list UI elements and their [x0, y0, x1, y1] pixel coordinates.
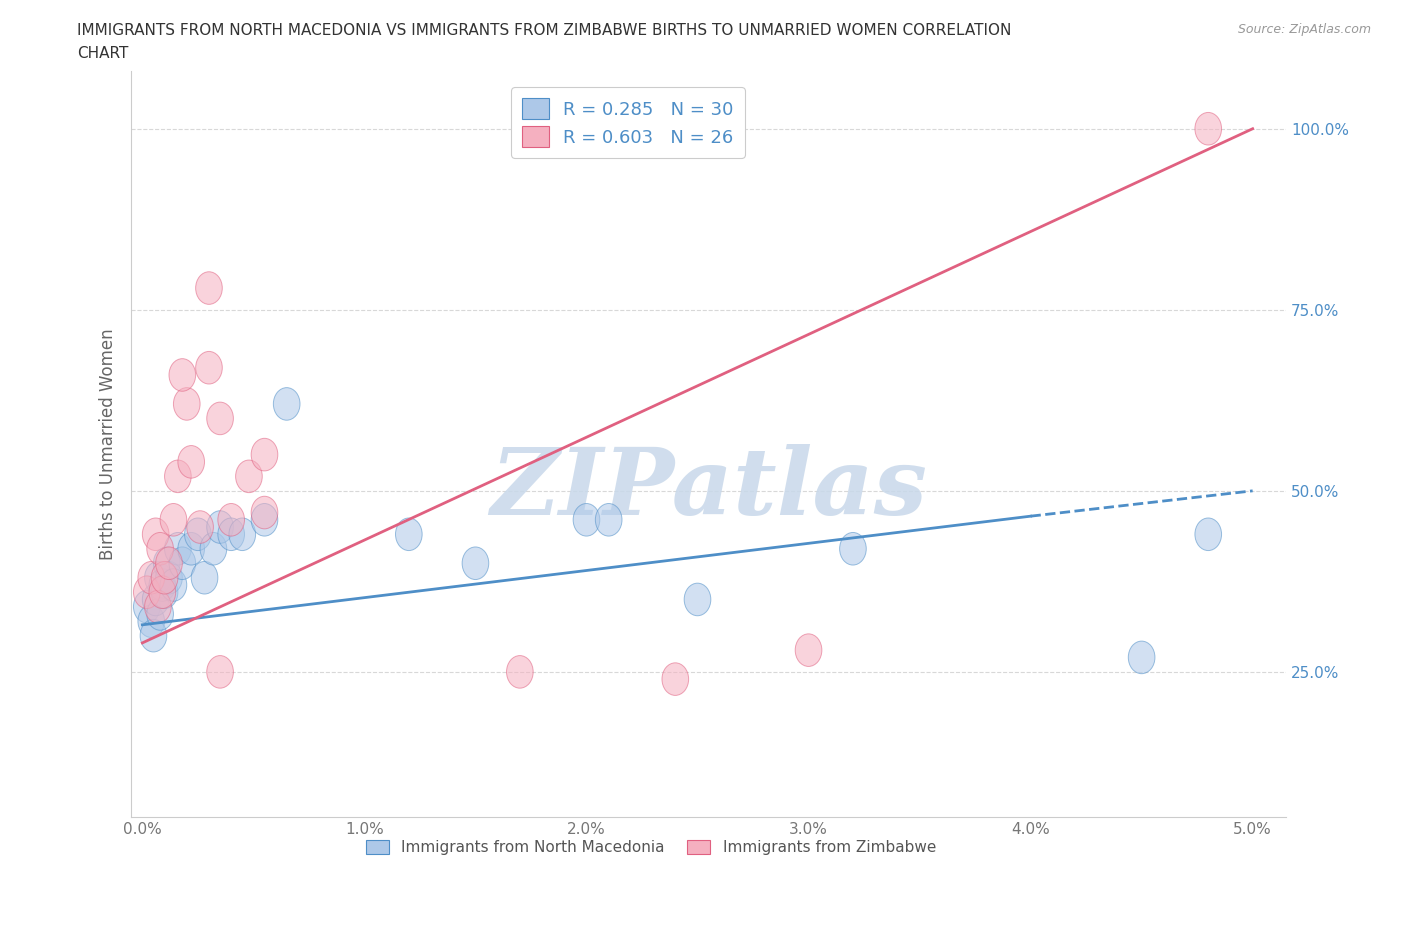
Ellipse shape — [796, 634, 823, 667]
Ellipse shape — [165, 533, 191, 565]
Ellipse shape — [236, 460, 263, 493]
Ellipse shape — [145, 562, 172, 594]
Ellipse shape — [146, 598, 173, 631]
Ellipse shape — [207, 656, 233, 688]
Ellipse shape — [160, 503, 187, 536]
Ellipse shape — [207, 511, 233, 543]
Ellipse shape — [839, 533, 866, 565]
Ellipse shape — [169, 359, 195, 392]
Ellipse shape — [156, 562, 183, 594]
Ellipse shape — [142, 583, 169, 616]
Ellipse shape — [595, 503, 621, 536]
Ellipse shape — [138, 604, 165, 637]
Ellipse shape — [218, 518, 245, 551]
Ellipse shape — [1195, 113, 1222, 145]
Ellipse shape — [169, 547, 195, 579]
Ellipse shape — [207, 402, 233, 434]
Ellipse shape — [179, 533, 204, 565]
Ellipse shape — [1195, 518, 1222, 551]
Ellipse shape — [149, 576, 176, 608]
Ellipse shape — [252, 497, 278, 529]
Ellipse shape — [146, 533, 173, 565]
Ellipse shape — [191, 562, 218, 594]
Ellipse shape — [200, 533, 226, 565]
Ellipse shape — [506, 656, 533, 688]
Ellipse shape — [152, 562, 179, 594]
Ellipse shape — [187, 511, 214, 543]
Ellipse shape — [134, 576, 160, 608]
Text: IMMIGRANTS FROM NORTH MACEDONIA VS IMMIGRANTS FROM ZIMBABWE BIRTHS TO UNMARRIED : IMMIGRANTS FROM NORTH MACEDONIA VS IMMIG… — [77, 23, 1012, 38]
Ellipse shape — [662, 663, 689, 696]
Text: ZIPatlas: ZIPatlas — [491, 444, 927, 534]
Ellipse shape — [184, 518, 211, 551]
Ellipse shape — [138, 562, 165, 594]
Ellipse shape — [173, 388, 200, 420]
Ellipse shape — [463, 547, 489, 579]
Ellipse shape — [165, 460, 191, 493]
Legend: Immigrants from North Macedonia, Immigrants from Zimbabwe: Immigrants from North Macedonia, Immigra… — [360, 834, 942, 861]
Ellipse shape — [1128, 641, 1154, 673]
Ellipse shape — [685, 583, 711, 616]
Ellipse shape — [252, 438, 278, 471]
Ellipse shape — [218, 503, 245, 536]
Ellipse shape — [160, 568, 187, 602]
Ellipse shape — [273, 388, 299, 420]
Text: CHART: CHART — [77, 46, 129, 61]
Ellipse shape — [179, 445, 204, 478]
Ellipse shape — [395, 518, 422, 551]
Ellipse shape — [252, 503, 278, 536]
Ellipse shape — [149, 568, 176, 602]
Ellipse shape — [195, 352, 222, 384]
Ellipse shape — [152, 576, 179, 608]
Ellipse shape — [145, 591, 172, 623]
Ellipse shape — [195, 272, 222, 304]
Ellipse shape — [229, 518, 256, 551]
Ellipse shape — [134, 591, 160, 623]
Text: Source: ZipAtlas.com: Source: ZipAtlas.com — [1237, 23, 1371, 36]
Ellipse shape — [574, 503, 600, 536]
Y-axis label: Births to Unmarried Women: Births to Unmarried Women — [100, 328, 117, 560]
Ellipse shape — [141, 619, 167, 652]
Ellipse shape — [142, 518, 169, 551]
Ellipse shape — [156, 547, 183, 579]
Ellipse shape — [153, 547, 180, 579]
